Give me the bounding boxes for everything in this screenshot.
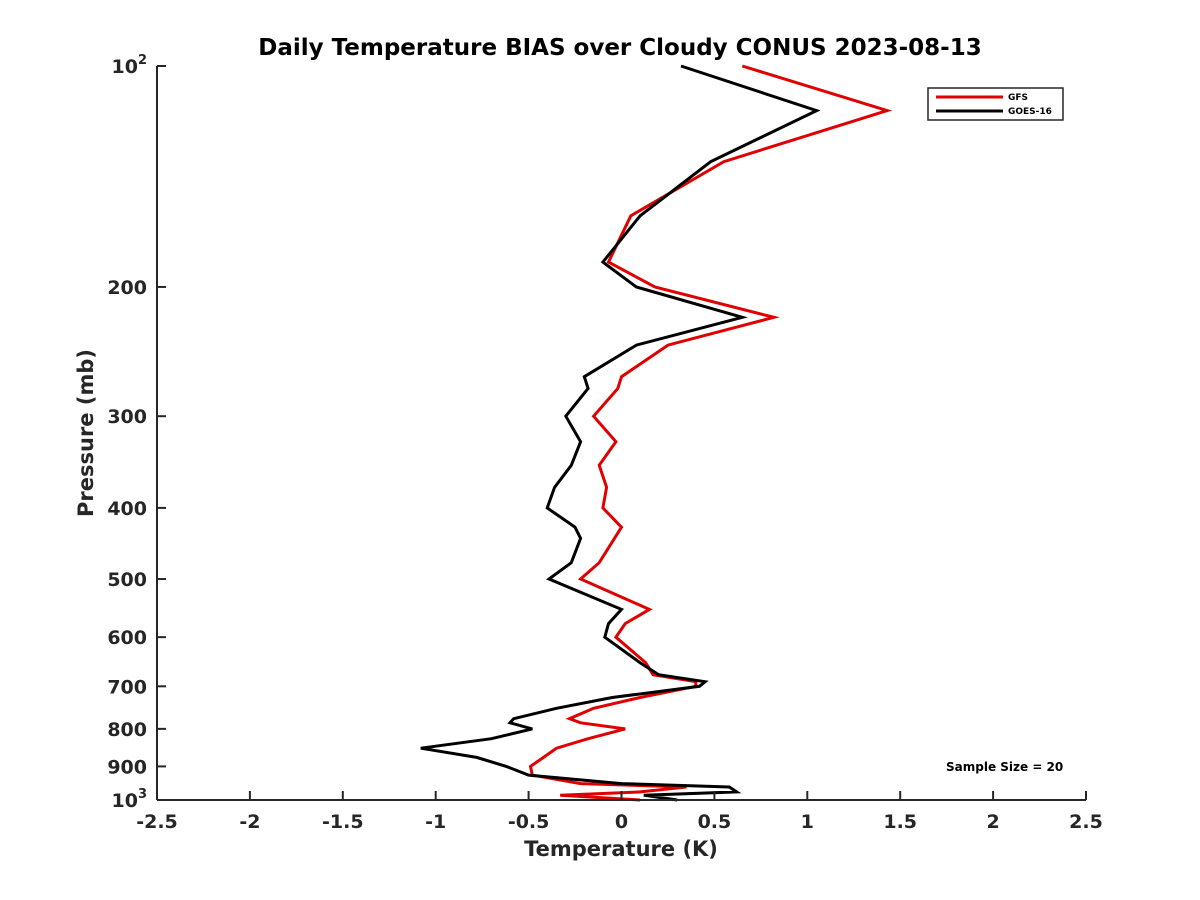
x-tick-label: 1 — [801, 811, 814, 833]
y-axis-title: Pressure (mb) — [74, 349, 98, 517]
x-tick-label: -0.5 — [508, 811, 550, 833]
x-tick-label: -2.5 — [136, 811, 178, 833]
series-line-goes16 — [420, 64, 821, 802]
legend-label-gfs: GFS — [1008, 93, 1028, 103]
sample-size-annotation: Sample Size = 20 — [946, 760, 1063, 774]
y-tick-label: 102 — [112, 53, 148, 78]
y-ticks: 102 200 300 400 500 600 700 800 900 103 — [107, 53, 166, 812]
x-tick-label: -2 — [239, 811, 260, 833]
y-tick-label: 700 — [107, 676, 147, 698]
plot-lines — [420, 64, 893, 802]
y-tick-label: 400 — [107, 498, 147, 520]
x-tick-label: 0.5 — [698, 811, 732, 833]
y-tick-label: 600 — [107, 627, 147, 649]
x-axis-title: Temperature (K) — [524, 837, 718, 861]
x-tick-label: 2 — [986, 811, 999, 833]
y-tick-label: 300 — [107, 406, 147, 428]
legend: GFS GOES-16 — [927, 87, 1064, 121]
series-line-gfs — [528, 64, 893, 802]
x-ticks: -2.5 -2 -1.5 -1 -0.5 0 0.5 1 1.5 2 2.5 — [136, 791, 1103, 833]
y-tick-label: 800 — [107, 719, 147, 741]
x-tick-label: 0 — [615, 811, 628, 833]
x-tick-label: -1 — [425, 811, 446, 833]
legend-label-goes16: GOES-16 — [1008, 107, 1052, 117]
x-tick-label: 1.5 — [883, 811, 917, 833]
y-tick-label: 500 — [107, 569, 147, 591]
y-tick-label: 200 — [107, 277, 147, 299]
y-tick-label: 103 — [112, 787, 148, 812]
x-tick-label: 2.5 — [1069, 811, 1103, 833]
y-tick-label: 900 — [107, 756, 147, 778]
x-tick-label: -1.5 — [322, 811, 364, 833]
chart-title: Daily Temperature BIAS over Cloudy CONUS… — [258, 35, 981, 61]
legend-box — [927, 87, 1064, 121]
